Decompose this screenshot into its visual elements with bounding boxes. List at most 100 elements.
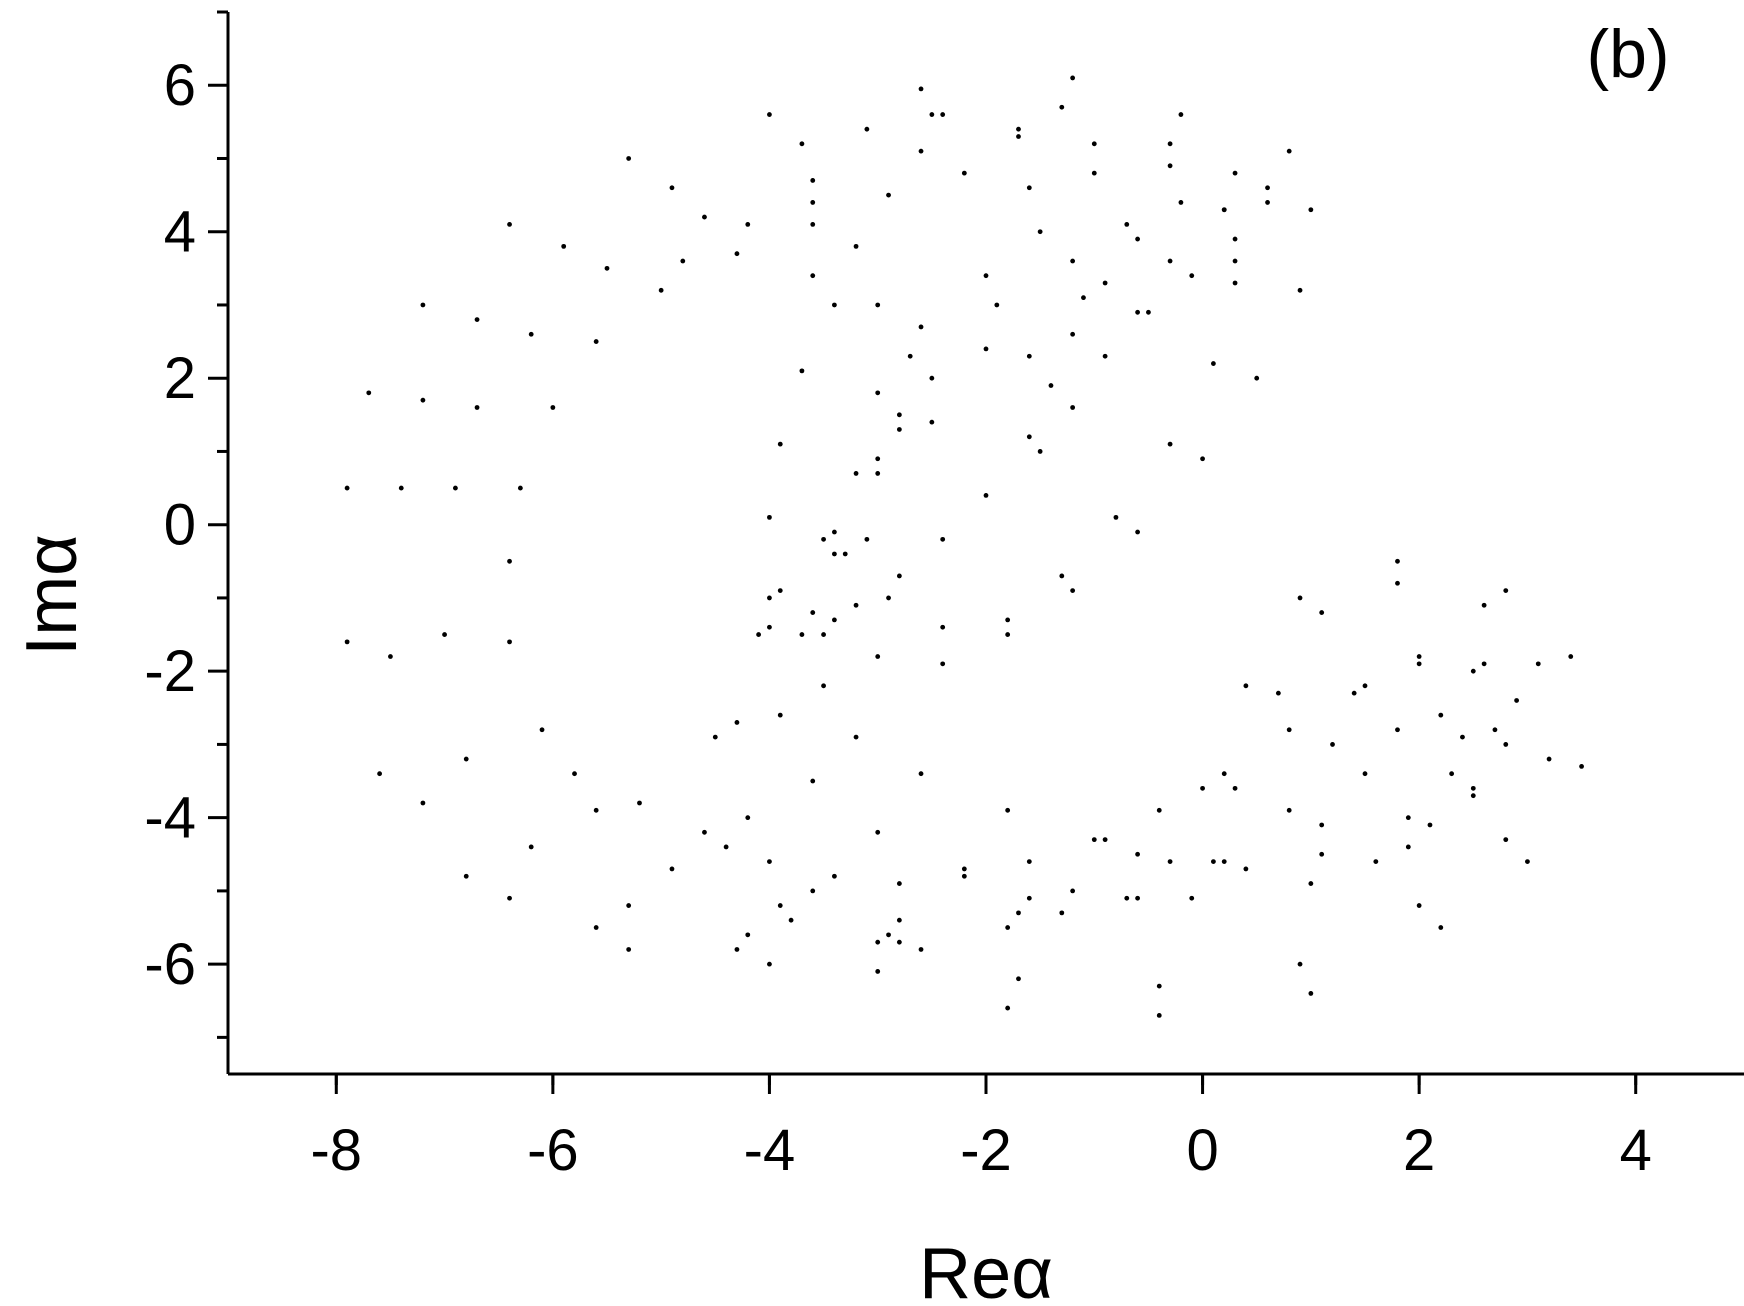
data-point	[1026, 895, 1032, 901]
data-point	[1200, 456, 1205, 462]
data-point	[853, 734, 859, 740]
data-point	[1308, 991, 1314, 996]
data-point	[745, 222, 751, 227]
data-point	[853, 243, 859, 249]
data-point	[1395, 727, 1400, 733]
data-point	[734, 720, 740, 725]
data-point	[1427, 822, 1433, 828]
y-tick-label: -6	[144, 932, 196, 997]
data-point	[1265, 185, 1270, 191]
data-point	[723, 844, 729, 850]
y-tick-label: 6	[164, 53, 196, 118]
data-point	[745, 815, 751, 821]
data-point	[1416, 903, 1422, 908]
data-point	[550, 405, 556, 410]
data-point	[907, 353, 913, 359]
data-point	[1297, 287, 1303, 293]
data-point	[745, 932, 751, 938]
data-point	[1319, 822, 1325, 828]
data-point	[1373, 859, 1379, 864]
data-point	[1232, 280, 1238, 286]
y-tick-label: 0	[164, 493, 196, 558]
data-point	[886, 595, 891, 601]
data-point	[1503, 742, 1509, 747]
data-point	[1405, 815, 1411, 821]
data-point	[1026, 859, 1032, 864]
data-point	[1146, 309, 1151, 315]
data-point	[1492, 727, 1498, 733]
panel-label: (b)	[1586, 16, 1669, 92]
data-point	[896, 939, 902, 945]
data-point	[777, 712, 783, 718]
data-point	[1395, 558, 1400, 564]
data-point	[777, 441, 783, 447]
data-point	[680, 258, 686, 264]
data-point	[842, 551, 848, 557]
data-point	[1135, 529, 1140, 535]
data-point	[886, 192, 891, 198]
data-point	[1070, 588, 1076, 594]
data-point	[875, 654, 881, 659]
data-point	[777, 588, 783, 594]
data-point	[821, 683, 826, 689]
data-point	[918, 86, 924, 92]
data-point	[853, 602, 859, 608]
data-point	[1070, 888, 1076, 894]
data-point	[983, 273, 989, 279]
data-point	[1135, 309, 1140, 315]
data-point	[734, 251, 740, 257]
data-point	[734, 947, 740, 952]
x-tick-label: -8	[310, 1118, 362, 1183]
data-point	[875, 829, 881, 835]
data-point	[1005, 617, 1011, 623]
data-point	[1449, 771, 1455, 777]
data-point	[810, 610, 816, 615]
data-point	[875, 390, 881, 396]
y-tick-label: -4	[144, 786, 196, 851]
data-point	[1178, 200, 1184, 205]
data-point	[507, 895, 512, 901]
data-point	[366, 390, 372, 396]
data-point	[1308, 207, 1314, 213]
data-point	[1135, 895, 1140, 901]
data-point	[1081, 295, 1086, 301]
data-point	[1211, 361, 1216, 366]
data-point	[1579, 763, 1584, 769]
data-point	[788, 917, 794, 923]
data-point	[1102, 837, 1108, 843]
data-point	[929, 419, 935, 425]
data-point	[1059, 104, 1065, 110]
data-point	[1070, 75, 1076, 81]
data-point	[377, 771, 382, 777]
data-point	[864, 536, 870, 542]
data-point	[1232, 236, 1238, 242]
data-point	[1189, 273, 1195, 279]
data-point	[539, 727, 545, 733]
data-point	[637, 800, 642, 806]
data-point	[420, 397, 426, 403]
data-point	[604, 265, 610, 271]
data-point	[669, 866, 675, 872]
data-point	[961, 866, 967, 872]
data-point	[1200, 785, 1205, 791]
data-point	[1178, 112, 1184, 117]
data-point	[1481, 602, 1487, 608]
data-point	[507, 558, 512, 564]
data-point	[1319, 851, 1325, 857]
data-point	[1059, 910, 1065, 916]
data-point	[1026, 185, 1032, 191]
data-point	[1135, 851, 1140, 857]
data-point	[1297, 595, 1303, 601]
data-point	[767, 514, 772, 520]
data-point	[961, 170, 967, 176]
data-point	[572, 771, 577, 777]
data-point	[1016, 126, 1021, 132]
data-point	[474, 405, 480, 410]
data-point	[1059, 573, 1065, 579]
y-tick-labels: -6 -4 -2 0 2 4 6	[144, 53, 196, 997]
data-point	[344, 485, 350, 491]
data-point	[1275, 690, 1281, 696]
data-point	[1026, 353, 1032, 359]
data-point	[1243, 866, 1249, 872]
